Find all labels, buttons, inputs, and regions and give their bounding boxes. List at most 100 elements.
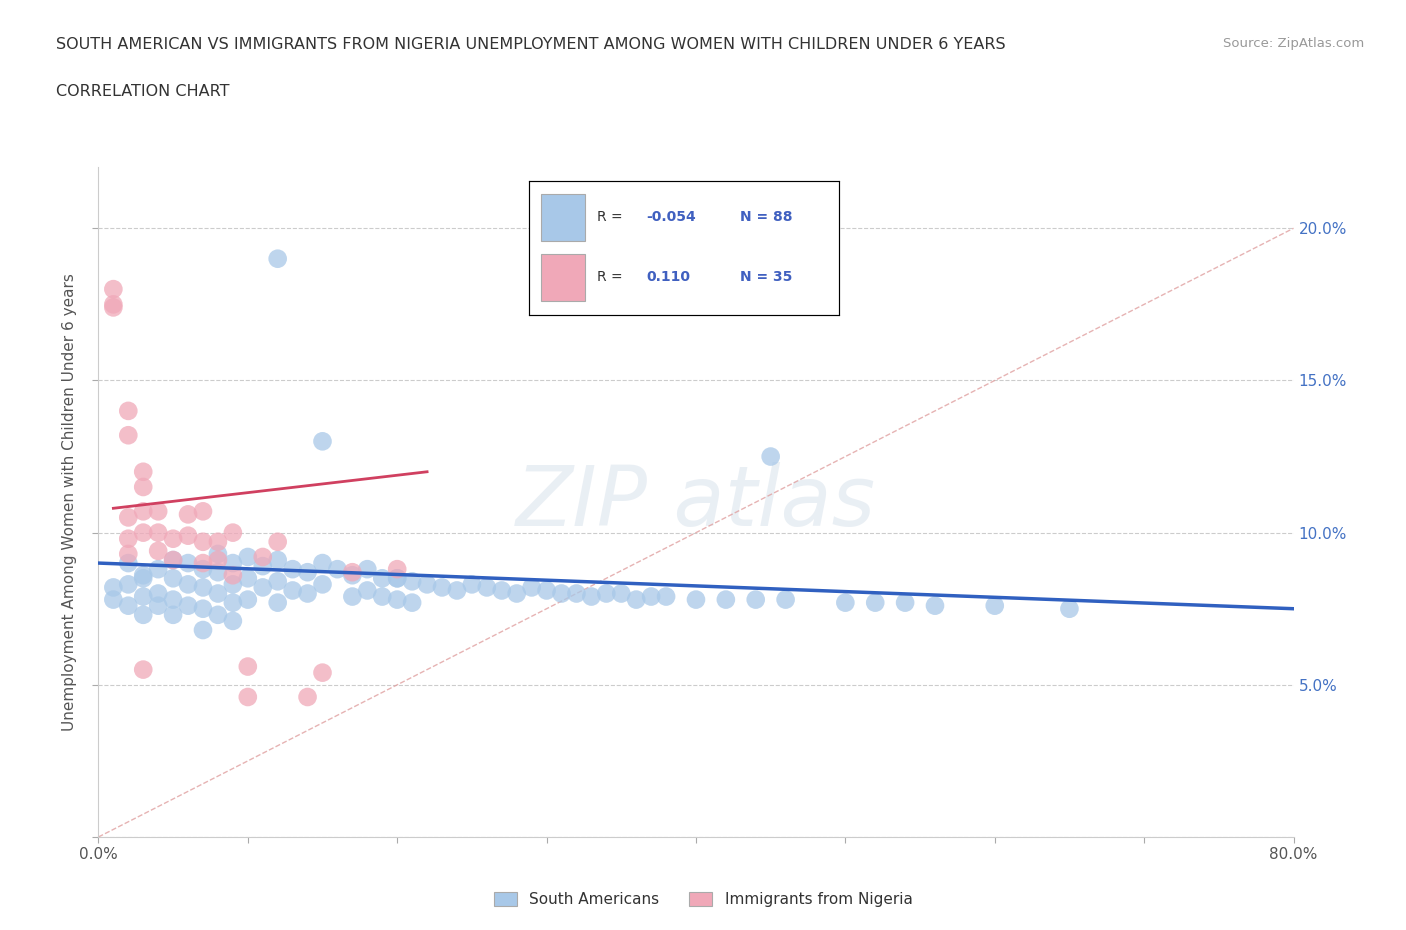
Point — [132, 480, 155, 495]
Text: ZIP atlas: ZIP atlas — [516, 461, 876, 543]
Point — [177, 598, 200, 613]
Point — [475, 580, 498, 595]
Text: SOUTH AMERICAN VS IMMIGRANTS FROM NIGERIA UNEMPLOYMENT AMONG WOMEN WITH CHILDREN: SOUTH AMERICAN VS IMMIGRANTS FROM NIGERI… — [56, 37, 1005, 52]
Point — [191, 580, 214, 595]
Point — [745, 592, 768, 607]
Point — [222, 525, 245, 540]
Point — [132, 571, 155, 586]
Legend: South Americans, Immigrants from Nigeria: South Americans, Immigrants from Nigeria — [488, 885, 918, 913]
Point — [267, 574, 290, 589]
Point — [103, 580, 125, 595]
Text: Source: ZipAtlas.com: Source: ZipAtlas.com — [1223, 37, 1364, 50]
Point — [191, 535, 214, 550]
Point — [446, 583, 468, 598]
Point — [132, 568, 155, 583]
Point — [162, 592, 184, 607]
Point — [191, 555, 214, 570]
Point — [236, 689, 259, 704]
Point — [385, 592, 409, 607]
Point — [506, 586, 529, 601]
Point — [416, 577, 439, 591]
Point — [236, 571, 259, 586]
Point — [117, 598, 139, 613]
Point — [222, 555, 245, 570]
Point — [984, 598, 1007, 613]
Point — [117, 555, 139, 570]
Point — [207, 607, 229, 622]
Point — [117, 428, 139, 443]
Point — [252, 580, 274, 595]
Point — [267, 552, 290, 567]
Point — [177, 507, 200, 522]
Text: CORRELATION CHART: CORRELATION CHART — [56, 84, 229, 99]
Point — [207, 552, 229, 567]
Point — [207, 565, 229, 579]
Point — [565, 586, 588, 601]
Point — [132, 525, 155, 540]
Point — [326, 562, 349, 577]
Point — [759, 449, 782, 464]
Point — [177, 577, 200, 591]
Point — [177, 528, 200, 543]
Point — [222, 577, 245, 591]
Point — [311, 555, 333, 570]
Point — [222, 614, 245, 629]
Point — [103, 282, 125, 297]
Point — [385, 562, 409, 577]
Point — [1059, 602, 1081, 617]
Point — [311, 665, 333, 680]
Point — [491, 583, 513, 598]
Point — [297, 689, 319, 704]
Point — [162, 552, 184, 567]
Point — [595, 586, 617, 601]
Point — [640, 589, 662, 604]
Point — [117, 547, 139, 562]
Point — [117, 510, 139, 525]
Point — [148, 504, 170, 519]
Point — [356, 562, 378, 577]
Point — [162, 607, 184, 622]
Point — [191, 562, 214, 577]
Point — [311, 434, 333, 449]
Point — [162, 571, 184, 586]
Point — [267, 251, 290, 266]
Point — [222, 595, 245, 610]
Point — [222, 568, 245, 583]
Point — [775, 592, 797, 607]
Point — [148, 543, 170, 558]
Point — [103, 592, 125, 607]
Point — [162, 552, 184, 567]
Point — [191, 602, 214, 617]
Point — [356, 583, 378, 598]
Point — [610, 586, 633, 601]
Point — [191, 504, 214, 519]
Point — [297, 565, 319, 579]
Point — [281, 583, 304, 598]
Point — [894, 595, 917, 610]
Point — [117, 577, 139, 591]
Point — [371, 571, 394, 586]
Point — [132, 464, 155, 479]
Point — [117, 531, 139, 546]
Point — [267, 595, 290, 610]
Point — [924, 598, 946, 613]
Point — [385, 571, 409, 586]
Point — [252, 559, 274, 574]
Point — [132, 607, 155, 622]
Point — [132, 662, 155, 677]
Point — [236, 659, 259, 674]
Point — [117, 404, 139, 418]
Point — [626, 592, 648, 607]
Point — [342, 589, 364, 604]
Point — [103, 297, 125, 312]
Point — [148, 598, 170, 613]
Point — [252, 550, 274, 565]
Y-axis label: Unemployment Among Women with Children Under 6 years: Unemployment Among Women with Children U… — [62, 273, 77, 731]
Point — [685, 592, 707, 607]
Point — [148, 525, 170, 540]
Point — [430, 580, 453, 595]
Point — [371, 589, 394, 604]
Point — [207, 586, 229, 601]
Point — [267, 535, 290, 550]
Point — [281, 562, 304, 577]
